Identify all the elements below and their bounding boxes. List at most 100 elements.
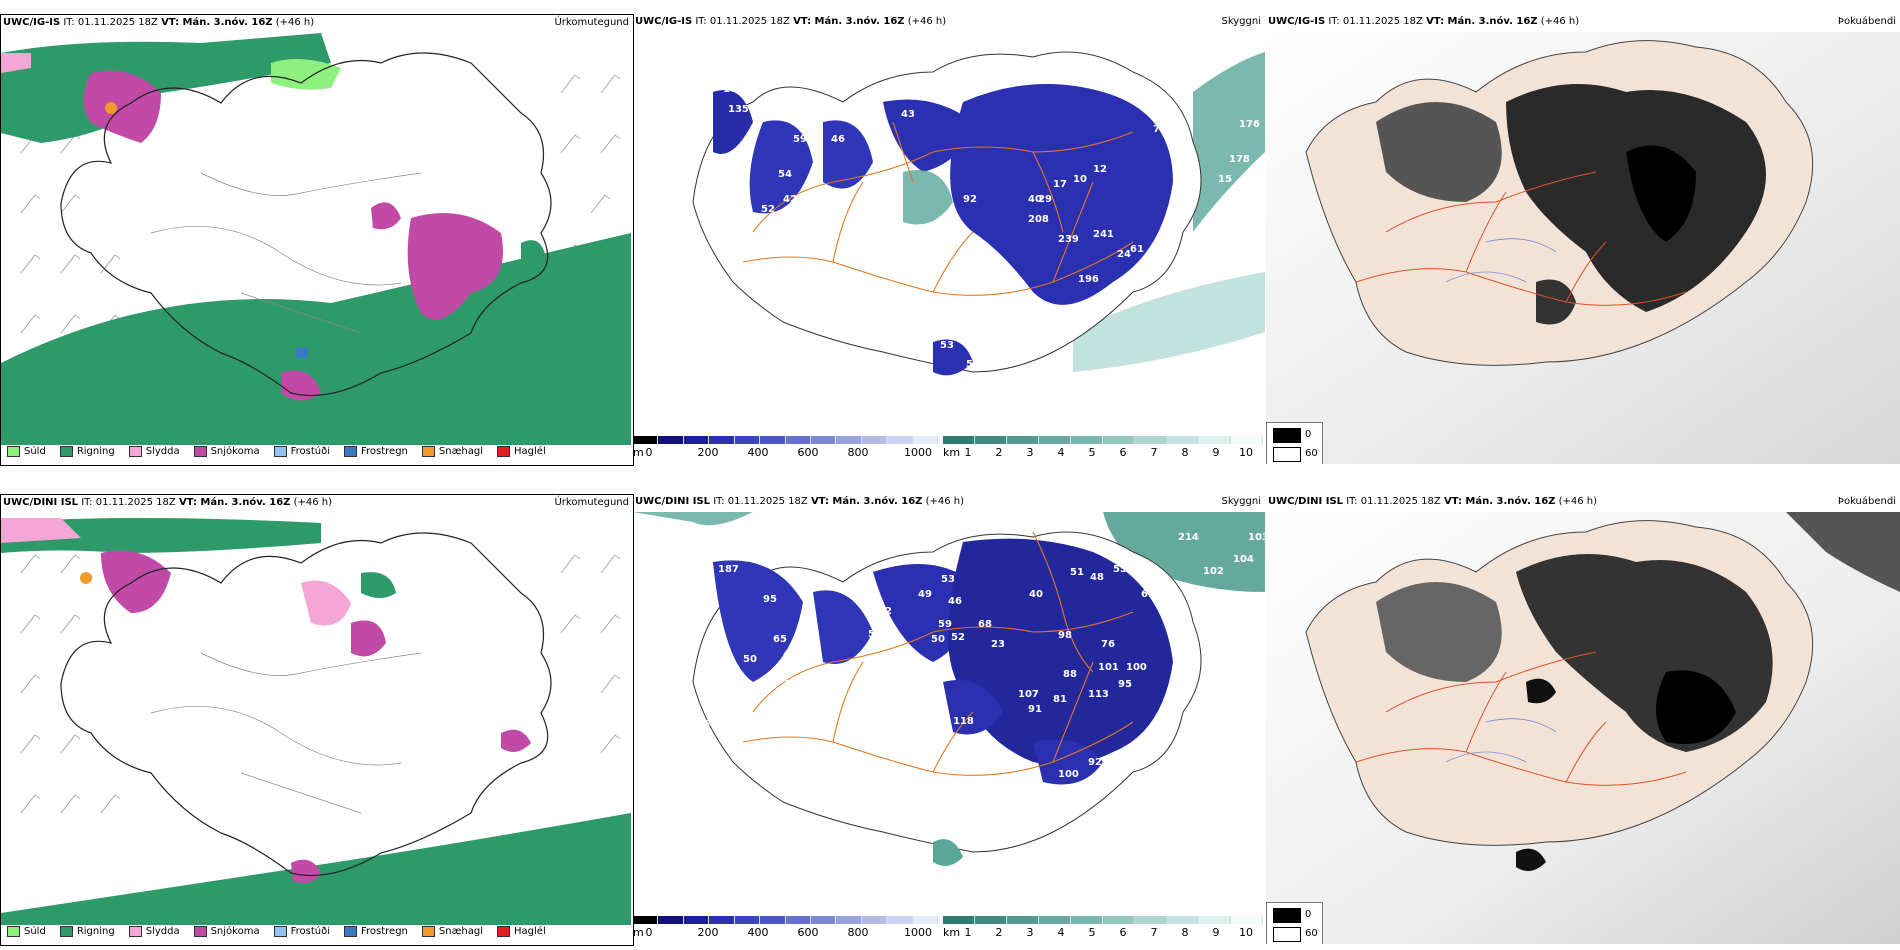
panel-variable-label: Skyggni <box>1221 496 1261 507</box>
legend-item: Slydda <box>128 926 180 937</box>
svg-text:53: 53 <box>940 340 954 351</box>
svg-text:51: 51 <box>1070 567 1084 578</box>
legend-swatch <box>273 446 287 457</box>
svg-text:176: 176 <box>1239 119 1260 130</box>
legend-swatch <box>59 926 73 937</box>
svg-text:244: 244 <box>793 219 814 230</box>
ceiling-colorbar <box>633 916 939 924</box>
svg-text:100: 100 <box>1058 769 1079 780</box>
svg-text:81: 81 <box>1053 694 1067 705</box>
fog-legend-label: 60 <box>1305 928 1318 939</box>
svg-text:208: 208 <box>1028 214 1049 225</box>
panel-variable-label: Þokuábendi <box>1837 16 1896 27</box>
svg-text:46: 46 <box>783 679 797 690</box>
cloud-panel-row2: UWC/DINI ISL IT: 01.11.2025 18Z VT: Mán.… <box>633 494 1265 944</box>
cloud-panel-row1: UWC/IG-IS IT: 01.11.2025 18Z VT: Mán. 3.… <box>633 14 1265 464</box>
svg-text:102: 102 <box>1203 566 1224 577</box>
svg-text:118: 118 <box>953 716 974 727</box>
cloud-map: 187 95 65 44 50 46 93 60 82 57 53 49 46 … <box>633 512 1265 866</box>
svg-text:42: 42 <box>783 194 797 205</box>
legend-swatch <box>7 446 20 457</box>
fog-legend-swatch <box>1273 447 1301 462</box>
ceiling-unit: m <box>633 446 644 459</box>
svg-text:44: 44 <box>783 649 797 660</box>
svg-text:52: 52 <box>951 632 965 643</box>
svg-text:57: 57 <box>868 629 882 640</box>
panel-title: UWC/DINI ISL IT: 01.11.2025 18Z VT: Mán.… <box>3 497 333 508</box>
svg-text:55: 55 <box>1113 564 1127 575</box>
legend-swatch <box>193 446 207 457</box>
svg-text:107: 107 <box>723 84 744 95</box>
svg-text:65: 65 <box>773 634 787 645</box>
visibility-unit: km <box>943 926 961 939</box>
legend-item: Frostregn <box>344 446 408 457</box>
svg-text:104: 104 <box>1233 554 1254 565</box>
legend-swatch <box>344 926 357 937</box>
svg-text:76: 76 <box>1101 639 1115 650</box>
fog-panel-row2: UWC/DINI ISL IT: 01.11.2025 18Z VT: Mán.… <box>1266 494 1900 944</box>
svg-text:53: 53 <box>941 574 955 585</box>
svg-text:162: 162 <box>1179 184 1200 195</box>
svg-text:29: 29 <box>1038 194 1052 205</box>
legend-item: Frostregn <box>344 926 408 937</box>
precip-type-panel-row1: UWC/IG-IS IT: 01.11.2025 18Z VT: Mán. 3.… <box>0 14 634 466</box>
legend-swatch <box>497 446 511 457</box>
svg-text:75: 75 <box>783 239 797 250</box>
panel-title: UWC/IG-IS IT: 01.11.2025 18Z VT: Mán. 3.… <box>3 17 315 28</box>
svg-text:82: 82 <box>878 606 892 617</box>
fog-legend-swatch <box>1273 908 1301 923</box>
panel-title: UWC/DINI ISL IT: 01.11.2025 18Z VT: Mán.… <box>635 496 965 507</box>
svg-text:196: 196 <box>1078 274 1099 285</box>
panel-title: UWC/IG-IS IT: 01.11.2025 18Z VT: Mán. 3.… <box>635 16 947 27</box>
legend-item: Slydda <box>128 446 180 457</box>
precip-type-map <box>1 33 631 445</box>
svg-text:113: 113 <box>1088 689 1109 700</box>
legend-item: Snæhagl <box>421 446 483 457</box>
svg-text:12: 12 <box>1093 164 1107 175</box>
svg-text:241: 241 <box>1093 229 1114 240</box>
svg-text:178: 178 <box>1229 154 1250 165</box>
svg-text:50: 50 <box>931 634 945 645</box>
svg-text:59: 59 <box>938 619 952 630</box>
panel-variable-label: Úrkomutegund <box>554 17 629 28</box>
legend-swatch <box>7 926 20 937</box>
panel-variable-label: Úrkomutegund <box>554 497 629 508</box>
svg-text:15: 15 <box>1218 174 1232 185</box>
legend-item: Rigning <box>59 446 115 457</box>
legend-item: Rigning <box>59 926 115 937</box>
legend-swatch <box>193 926 207 937</box>
svg-text:61: 61 <box>1130 244 1144 255</box>
panel-variable-label: Þokuábendi <box>1837 496 1896 507</box>
svg-text:17: 17 <box>1053 179 1067 190</box>
svg-text:88: 88 <box>848 254 862 265</box>
visibility-colorbar <box>943 436 1263 444</box>
legend-swatch <box>273 926 287 937</box>
legend-item: Súld <box>7 446 46 457</box>
legend-item: Frostúði <box>273 926 330 937</box>
panel-title: UWC/DINI ISL IT: 01.11.2025 18Z VT: Mán.… <box>1268 496 1598 507</box>
svg-text:52: 52 <box>761 204 775 215</box>
visibility-unit: km <box>943 446 961 459</box>
legend-item: Haglél <box>497 446 546 457</box>
precip-legend: Súld Rigning Slydda Snjókoma Frostúði Fr… <box>7 446 546 457</box>
ceiling-unit: m <box>633 926 644 939</box>
svg-text:59: 59 <box>793 134 807 145</box>
svg-text:40: 40 <box>1028 194 1042 205</box>
legend-swatch <box>497 926 511 937</box>
legend-item: Snæhagl <box>421 926 483 937</box>
svg-text:239: 239 <box>1058 234 1079 245</box>
fog-panel-row1: UWC/IG-IS IT: 01.11.2025 18Z VT: Mán. 3.… <box>1266 14 1900 464</box>
svg-text:66: 66 <box>1173 199 1187 210</box>
fog-map <box>1266 32 1900 464</box>
legend-swatch <box>59 446 73 457</box>
cloud-map: 107 135 59 46 43 92 54 52 42 244 364 75 … <box>692 51 1265 387</box>
legend-item: Frostúði <box>273 446 330 457</box>
svg-text:10: 10 <box>1073 174 1087 185</box>
ceiling-colorbar <box>633 436 939 444</box>
svg-text:23: 23 <box>991 639 1005 650</box>
legend-swatch <box>128 926 142 937</box>
svg-text:92: 92 <box>1088 757 1102 768</box>
legend-item: Snjókoma <box>193 446 260 457</box>
legend-swatch <box>344 446 357 457</box>
svg-text:91: 91 <box>1028 704 1042 715</box>
